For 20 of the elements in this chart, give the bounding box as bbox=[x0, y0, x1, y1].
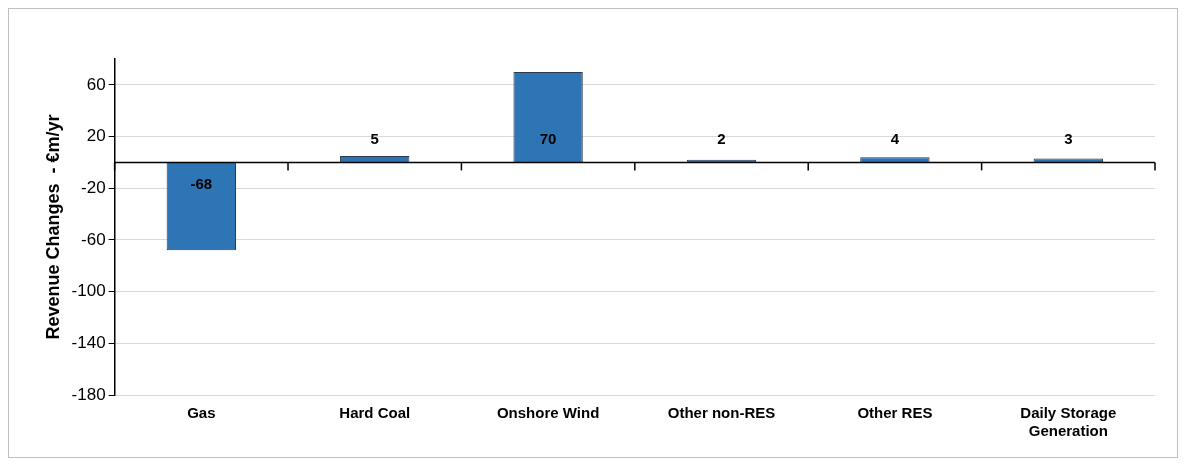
x-tick-label: Daily Storage Generation bbox=[1020, 404, 1117, 440]
y-tick-label: -140 bbox=[71, 333, 106, 352]
x-tick-label: Gas bbox=[187, 404, 216, 422]
data-label: 70 bbox=[539, 130, 557, 148]
data-label: -68 bbox=[190, 175, 213, 193]
y-tick-label: -60 bbox=[81, 229, 106, 249]
x-tick-label: Other non-RES bbox=[667, 404, 776, 422]
data-label: 5 bbox=[370, 130, 379, 148]
y-tick-label: -20 bbox=[81, 177, 106, 197]
data-label: 3 bbox=[1064, 130, 1073, 148]
x-tick-label: Hard Coal bbox=[339, 404, 411, 422]
x-tick-label: Other RES bbox=[857, 404, 933, 422]
y-tick-label: -100 bbox=[71, 281, 106, 301]
y-tick-label: 20 bbox=[86, 126, 106, 146]
data-label: 4 bbox=[890, 130, 900, 148]
y-tick-label: 60 bbox=[86, 74, 106, 94]
y-tick-label: -180 bbox=[71, 384, 106, 404]
x-tick-label: Onshore Wind bbox=[496, 404, 600, 422]
y-axis-title: Revenue Changes - €m/yr bbox=[42, 114, 63, 340]
data-label: 2 bbox=[717, 130, 726, 148]
